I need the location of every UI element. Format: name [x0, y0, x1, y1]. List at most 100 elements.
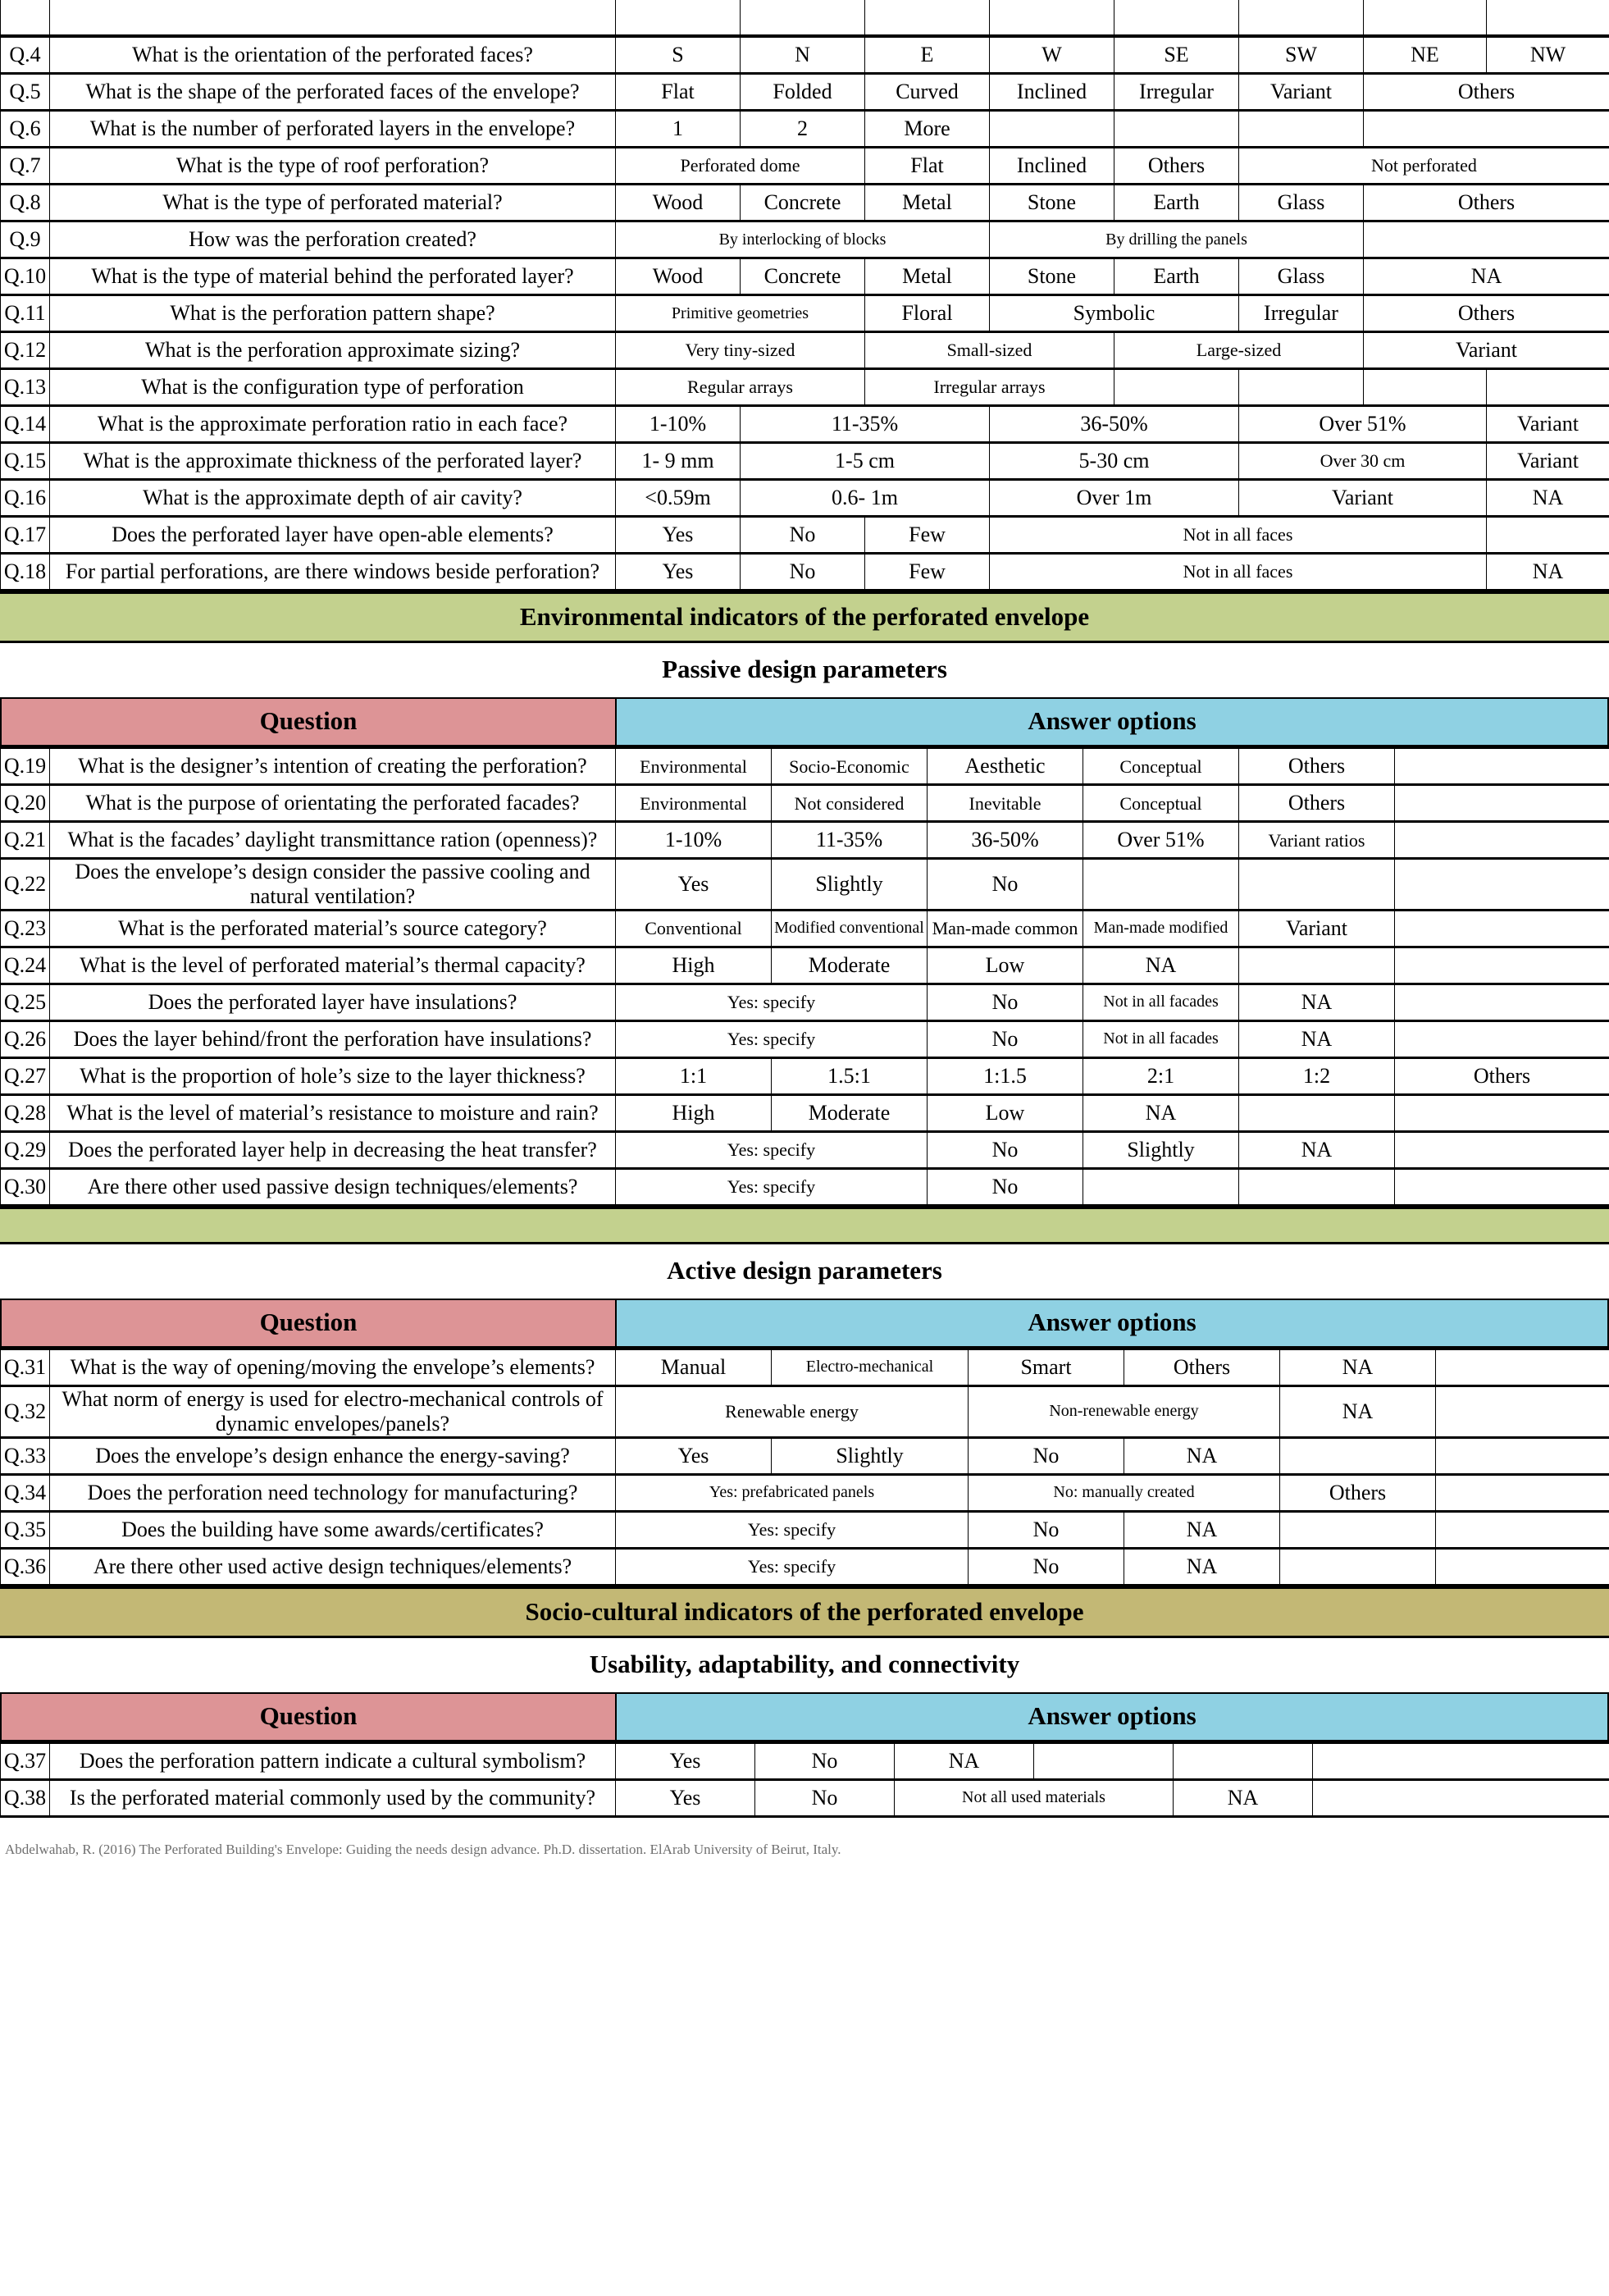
answer-option[interactable]: 1:1.5 [927, 1056, 1083, 1096]
answer-option[interactable]: Not in all facades [1083, 982, 1239, 1022]
answer-option[interactable]: 1- 9 mm [615, 441, 741, 481]
answer-option[interactable]: Earth [1114, 183, 1239, 222]
answer-option[interactable] [1238, 857, 1395, 911]
answer-option-empty[interactable] [1394, 783, 1609, 824]
answer-option[interactable]: Not in all faces [989, 515, 1487, 555]
answer-option-selected[interactable]: No [927, 857, 1083, 911]
answer-option[interactable] [1238, 1166, 1395, 1207]
answer-option[interactable]: Variant [1238, 908, 1395, 948]
answer-option[interactable]: N [740, 35, 865, 75]
answer-option[interactable]: Yes [615, 857, 772, 911]
answer-option[interactable]: Wood [615, 183, 741, 222]
answer-option[interactable]: Wood [615, 257, 741, 296]
answer-option-selected[interactable]: No [927, 1166, 1083, 1207]
answer-option[interactable] [1238, 1093, 1395, 1133]
answer-option[interactable] [1312, 1741, 1609, 1781]
answer-option[interactable]: NA [1083, 1093, 1239, 1133]
answer-option[interactable] [1173, 1741, 1313, 1781]
answer-option[interactable]: S [615, 35, 741, 75]
answer-option-selected[interactable]: Not considered [771, 783, 928, 824]
answer-option-empty[interactable] [1394, 820, 1609, 860]
answer-option[interactable]: Variant [1363, 331, 1609, 370]
answer-option[interactable]: No [968, 1436, 1124, 1476]
answer-option-selected[interactable]: NA [1238, 1019, 1395, 1059]
answer-option-selected[interactable]: No [754, 1741, 895, 1781]
answer-option[interactable]: Irregular [1238, 294, 1364, 333]
answer-option[interactable]: Others [1394, 1056, 1609, 1096]
answer-option[interactable]: Stone [989, 257, 1114, 296]
answer-option-selected[interactable]: NW [1486, 35, 1609, 75]
answer-option[interactable]: Metal [864, 257, 990, 296]
answer-option-empty[interactable] [1394, 982, 1609, 1022]
answer-option[interactable] [1363, 109, 1609, 148]
answer-option-selected[interactable]: NA [1279, 1384, 1436, 1439]
answer-option-empty[interactable] [1435, 1472, 1609, 1513]
answer-option-selected[interactable]: 11-35% [771, 820, 928, 860]
answer-option[interactable]: Man-made modified [1083, 908, 1239, 948]
answer-option[interactable]: Slightly [771, 1436, 969, 1476]
answer-option[interactable]: 0.6- 1m [740, 478, 990, 518]
answer-option-empty[interactable] [1394, 945, 1609, 985]
answer-option[interactable]: 1-10% [615, 820, 772, 860]
answer-option[interactable]: Glass [1238, 183, 1364, 222]
answer-option[interactable]: Variant [1486, 441, 1609, 481]
answer-option-selected[interactable]: 1:1 [615, 1056, 772, 1096]
answer-option[interactable]: NA [894, 1741, 1034, 1781]
answer-option[interactable]: Yes: specify [615, 1509, 969, 1550]
answer-option[interactable]: Variant [1486, 404, 1609, 444]
answer-option[interactable]: Slightly [1083, 1130, 1239, 1170]
answer-option[interactable] [1238, 109, 1364, 148]
answer-option[interactable]: Conceptual [1083, 783, 1239, 824]
answer-option[interactable]: NA [1124, 1509, 1280, 1550]
answer-option[interactable]: Flat [864, 146, 990, 185]
answer-option-empty[interactable] [1394, 1093, 1609, 1133]
answer-option-selected[interactable]: NA [1363, 257, 1609, 296]
answer-option[interactable]: Conceptual [1083, 746, 1239, 787]
answer-option[interactable]: Folded [740, 72, 865, 112]
answer-option[interactable]: 1.5:1 [771, 1056, 928, 1096]
answer-option[interactable]: No: manually created [968, 1472, 1280, 1513]
answer-option-selected[interactable]: 5-30 cm [989, 441, 1239, 481]
answer-option[interactable]: Stone [989, 183, 1114, 222]
answer-option[interactable]: 36-50% [989, 404, 1239, 444]
answer-option-selected[interactable]: Yes: prefabricated panels [615, 1472, 969, 1513]
answer-option[interactable]: Smart [968, 1347, 1124, 1387]
answer-option-selected[interactable]: Man-made common [927, 908, 1083, 948]
answer-option[interactable] [1083, 1166, 1239, 1207]
answer-option-selected[interactable]: Environmental [615, 746, 772, 787]
answer-option[interactable]: No [740, 552, 865, 591]
answer-option[interactable]: Others [1363, 72, 1609, 112]
answer-option[interactable]: Variant ratios [1238, 820, 1395, 860]
answer-option[interactable]: NA [1238, 982, 1395, 1022]
answer-option[interactable]: Yes: specify [615, 1166, 928, 1207]
answer-option[interactable]: Inevitable [927, 783, 1083, 824]
answer-option[interactable] [1238, 945, 1395, 985]
answer-option-selected[interactable]: NA [1486, 552, 1609, 591]
answer-option-selected[interactable]: SW [1238, 35, 1364, 75]
answer-option[interactable]: By interlocking of blocks [615, 220, 990, 259]
answer-option[interactable] [1114, 367, 1239, 407]
answer-option[interactable]: Others [1363, 183, 1609, 222]
answer-option-selected[interactable]: High [615, 1093, 772, 1133]
answer-option[interactable] [1238, 367, 1364, 407]
answer-option[interactable] [989, 109, 1114, 148]
answer-option[interactable]: More [864, 109, 990, 148]
answer-option[interactable]: Yes [615, 515, 741, 555]
answer-option[interactable] [1363, 367, 1487, 407]
answer-option[interactable]: NA [1124, 1546, 1280, 1586]
answer-option[interactable]: Glass [1238, 257, 1364, 296]
answer-option-selected[interactable]: NA [1279, 1347, 1436, 1387]
answer-option-selected[interactable]: No [968, 1546, 1124, 1586]
answer-option[interactable]: Non-renewable energy [968, 1384, 1280, 1439]
answer-option[interactable]: Socio-Economic [771, 746, 928, 787]
answer-option[interactable]: Not in all faces [989, 552, 1487, 591]
answer-option[interactable]: Yes: specify [615, 1019, 928, 1059]
answer-option[interactable]: 36-50% [927, 820, 1083, 860]
answer-option-selected[interactable]: Small-sized [864, 331, 1114, 370]
answer-option[interactable]: No [927, 982, 1083, 1022]
answer-option[interactable]: E [864, 35, 990, 75]
answer-option[interactable]: Inclined [989, 146, 1114, 185]
answer-option-empty[interactable] [1435, 1546, 1609, 1586]
answer-option[interactable]: Manual [615, 1347, 772, 1387]
answer-option[interactable]: Low [927, 1093, 1083, 1133]
